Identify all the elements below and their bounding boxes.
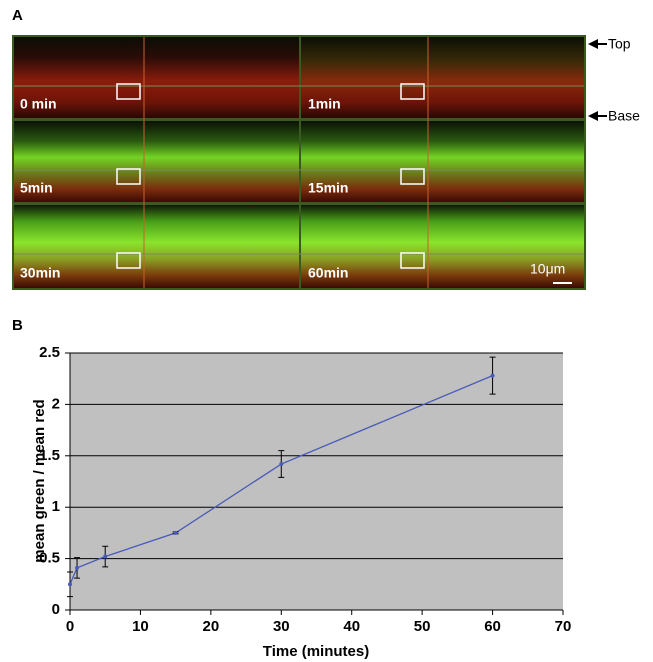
micrograph (14, 121, 299, 202)
data-point (68, 582, 72, 587)
series-line (69, 375, 493, 585)
y-tick-label: 1.5 (39, 447, 60, 464)
plot-area (70, 353, 563, 610)
micrograph (301, 121, 584, 202)
x-tick-label: 60 (484, 618, 501, 635)
data-point (490, 373, 495, 378)
y-tick-label: 0.5 (39, 550, 60, 567)
frame-label: 60min (308, 265, 348, 281)
frame-label: 1min (308, 96, 341, 112)
y-tick-label: 2 (52, 395, 60, 412)
micrograph (14, 205, 299, 288)
arrows: Top Base (588, 36, 640, 124)
frame-label: 15min (308, 180, 348, 196)
data-point (103, 554, 108, 559)
arrow-label: Base (608, 108, 640, 124)
frame-label: 5min (20, 180, 53, 196)
x-axis-title: Time (minutes) (263, 643, 369, 660)
x-tick-label: 70 (555, 618, 572, 635)
scale-bar-label: 10μm (530, 261, 565, 277)
data-point (173, 530, 178, 535)
frame-label: 30min (20, 265, 60, 281)
panel-label: B (12, 317, 23, 334)
data-point (75, 565, 80, 570)
micrograph (14, 37, 299, 118)
micrograph (301, 205, 584, 288)
x-tick-label: 50 (414, 618, 431, 635)
y-tick-label: 0 (52, 601, 60, 618)
micrograph-grid: 0 min 1min 5min 15min 30min 60min 10μm (12, 35, 586, 290)
micrograph (301, 37, 584, 118)
panel-label: A (12, 7, 23, 24)
frame-label: 0 min (20, 96, 57, 112)
x-tick-label: 40 (343, 618, 360, 635)
x-tick-label: 10 (132, 618, 149, 635)
x-tick-label: 20 (203, 618, 220, 635)
y-tick-label: 2.5 (39, 344, 60, 361)
roi-boxes (116, 83, 425, 269)
section-lines (14, 37, 584, 288)
y-axis-title: mean green / mean red (31, 399, 48, 562)
y-tick-label: 1 (52, 498, 60, 515)
x-tick-label: 0 (66, 618, 74, 635)
arrow-label: Top (608, 36, 631, 52)
data-point (279, 462, 284, 467)
x-tick-label: 30 (273, 618, 290, 635)
